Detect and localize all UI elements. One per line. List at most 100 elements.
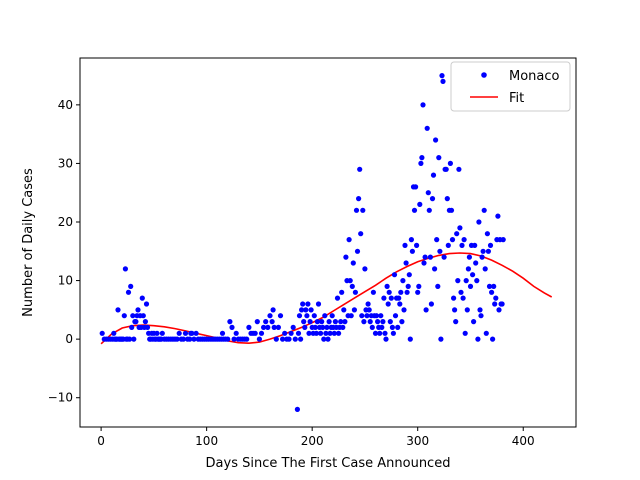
data-point bbox=[364, 313, 370, 319]
data-point bbox=[341, 307, 347, 313]
data-point bbox=[320, 324, 326, 330]
data-point bbox=[413, 184, 419, 190]
data-point bbox=[479, 254, 485, 260]
data-point bbox=[437, 248, 443, 254]
data-point bbox=[392, 313, 399, 319]
data-point bbox=[159, 330, 165, 336]
data-point bbox=[292, 336, 298, 342]
data-point bbox=[298, 336, 304, 342]
data-point bbox=[396, 295, 402, 301]
x-tick-label: 100 bbox=[195, 434, 218, 448]
data-point bbox=[436, 155, 442, 161]
data-point bbox=[455, 278, 461, 284]
data-point bbox=[495, 213, 501, 219]
data-point bbox=[319, 319, 325, 325]
data-point bbox=[191, 336, 197, 342]
data-point bbox=[420, 102, 426, 108]
data-point bbox=[365, 301, 371, 307]
data-point bbox=[263, 319, 269, 325]
data-point bbox=[303, 307, 309, 313]
data-point bbox=[470, 272, 476, 278]
x-axis-label: Days Since The First Case Announced bbox=[206, 456, 451, 471]
data-point bbox=[453, 319, 459, 325]
data-point bbox=[332, 319, 338, 325]
data-point bbox=[379, 324, 385, 330]
data-point bbox=[383, 336, 389, 342]
data-point bbox=[427, 254, 433, 260]
data-point bbox=[409, 248, 415, 254]
data-point bbox=[462, 330, 468, 336]
data-point bbox=[483, 330, 489, 336]
data-point bbox=[299, 307, 305, 313]
data-point bbox=[484, 231, 490, 237]
data-point bbox=[443, 166, 449, 172]
data-point bbox=[176, 330, 182, 336]
data-point bbox=[448, 207, 455, 213]
data-point bbox=[348, 313, 354, 319]
x-tick-label: 200 bbox=[301, 434, 324, 448]
data-point bbox=[267, 313, 273, 319]
data-point bbox=[386, 289, 392, 295]
data-point bbox=[385, 301, 391, 307]
data-point bbox=[127, 336, 133, 342]
data-point bbox=[489, 289, 495, 295]
data-point bbox=[473, 260, 479, 266]
data-point bbox=[419, 155, 425, 161]
data-point bbox=[493, 295, 499, 301]
legend-label-fit: Fit bbox=[509, 91, 524, 106]
data-point bbox=[370, 289, 376, 295]
x-axis-ticks: 0 100 200 300 400 bbox=[97, 427, 535, 448]
data-point bbox=[359, 313, 365, 319]
data-point bbox=[395, 324, 401, 330]
data-point bbox=[490, 336, 496, 342]
data-point bbox=[388, 295, 394, 301]
data-point bbox=[135, 307, 141, 313]
data-point bbox=[418, 160, 424, 166]
data-point bbox=[302, 324, 308, 330]
data-point bbox=[373, 313, 380, 319]
data-point bbox=[350, 260, 356, 266]
plot-area bbox=[99, 73, 553, 412]
data-point bbox=[275, 324, 281, 330]
data-point bbox=[229, 324, 235, 330]
data-point bbox=[313, 330, 319, 336]
data-point bbox=[362, 266, 368, 272]
data-point bbox=[353, 207, 360, 213]
data-point bbox=[435, 283, 441, 289]
data-point bbox=[304, 313, 310, 319]
y-tick-label: −10 bbox=[48, 391, 73, 405]
y-axis-label: Number of Daily Cases bbox=[21, 168, 36, 317]
data-point bbox=[182, 330, 189, 336]
data-point bbox=[318, 330, 324, 336]
data-point bbox=[499, 301, 505, 307]
data-point bbox=[452, 307, 458, 313]
data-point bbox=[193, 330, 199, 336]
data-point bbox=[421, 260, 427, 266]
data-point bbox=[366, 307, 372, 313]
data-point bbox=[351, 307, 357, 313]
data-point bbox=[346, 237, 352, 243]
data-point bbox=[189, 330, 195, 336]
data-point bbox=[401, 307, 407, 313]
data-point bbox=[475, 336, 481, 342]
data-point bbox=[491, 283, 497, 289]
data-point bbox=[340, 324, 346, 330]
data-point bbox=[485, 248, 491, 254]
data-point bbox=[408, 237, 414, 243]
data-point bbox=[415, 289, 421, 295]
data-point bbox=[500, 237, 506, 243]
data-point bbox=[476, 219, 482, 225]
data-point bbox=[314, 319, 320, 325]
data-point bbox=[143, 301, 150, 307]
data-point bbox=[356, 196, 362, 202]
data-point bbox=[144, 324, 151, 330]
data-point bbox=[128, 283, 134, 289]
data-point bbox=[129, 324, 135, 330]
data-point bbox=[339, 289, 345, 295]
y-tick-label: 40 bbox=[58, 98, 73, 112]
data-point bbox=[477, 307, 483, 313]
data-point bbox=[403, 260, 409, 266]
data-point bbox=[478, 313, 484, 319]
data-point bbox=[261, 324, 267, 330]
data-point bbox=[271, 324, 277, 330]
